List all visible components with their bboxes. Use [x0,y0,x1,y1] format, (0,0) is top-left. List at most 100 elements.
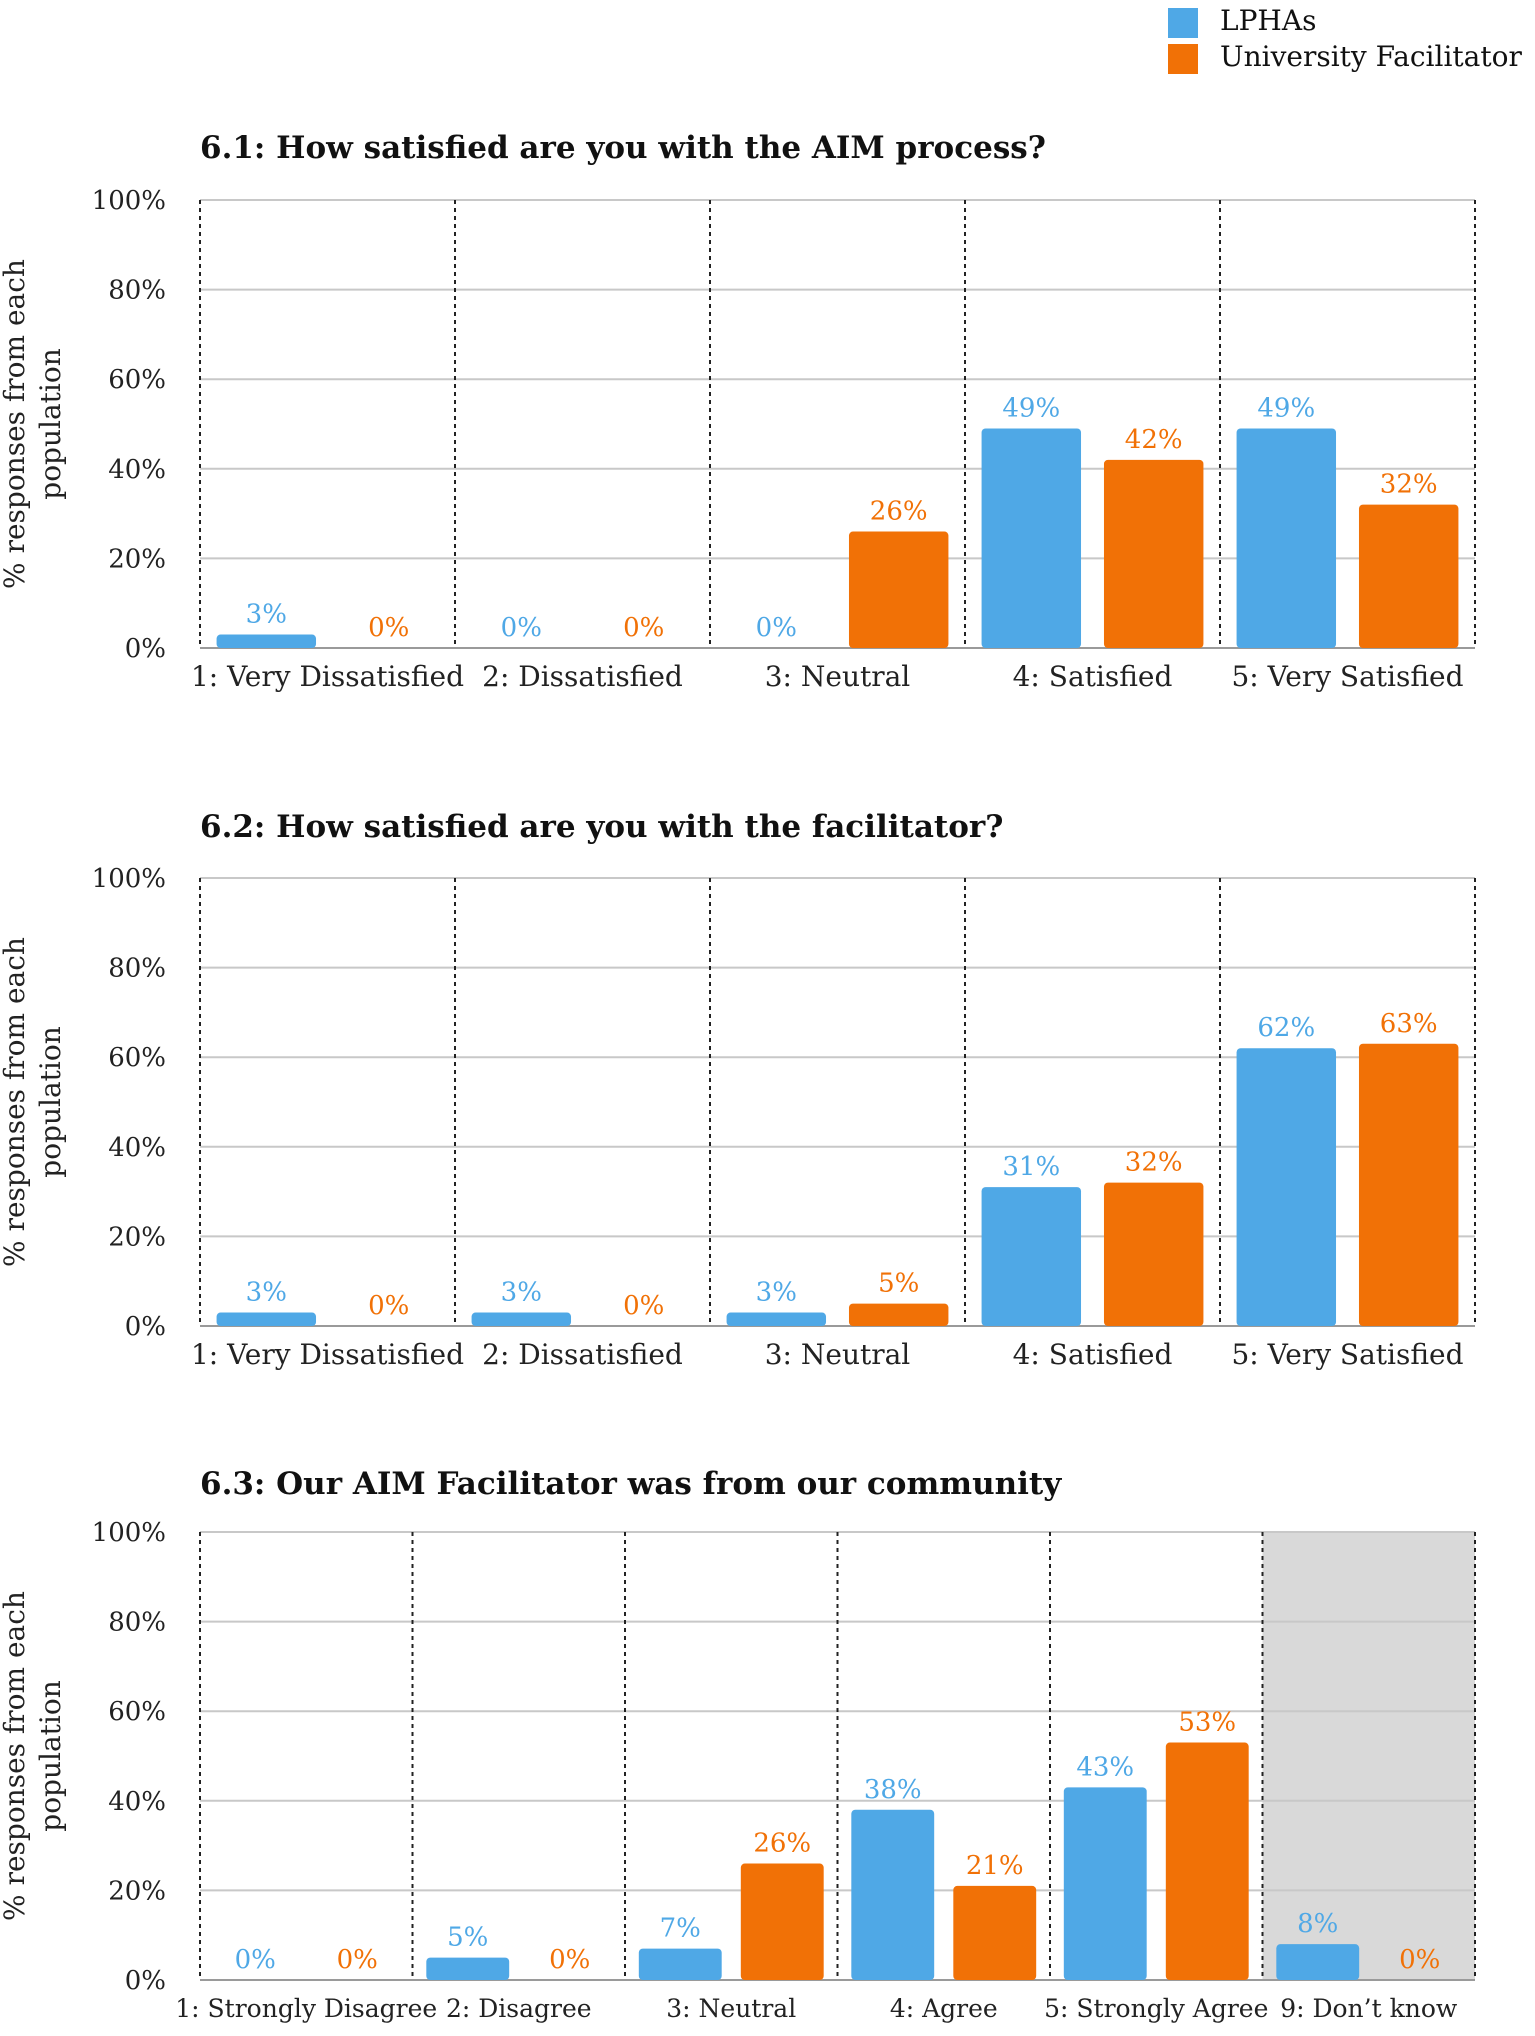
chart-1: 0% 20% 40% 60% 80% 100% 6.1: How satisfied are… [0,130,1476,693]
bar-lphas [216,634,317,648]
bar-lphas [1276,1944,1360,1980]
data-label-lphas: 0% [501,613,542,643]
y-tick-label: 80% [108,954,166,984]
y-axis-label-line: % responses from each [0,1591,31,1921]
y-tick-label: 60% [108,1043,166,1073]
data-label-facilitator: 0% [549,1945,590,1975]
data-label-facilitator: 0% [337,1945,378,1975]
bar-lphas [726,1312,827,1326]
x-category-label: 5: Very Satisfied [1231,660,1463,693]
bar-facilitator [1358,1043,1459,1326]
data-label-lphas: 0% [756,613,797,643]
bar-lphas [1236,428,1337,648]
x-category-label: 4: Satisfied [1013,660,1173,693]
data-label-facilitator: 26% [870,497,928,527]
data-label-lphas: 8% [1297,1909,1338,1939]
data-label-facilitator: 0% [368,1291,409,1321]
bar-facilitator [1165,1742,1249,1980]
y-tick-label: 40% [108,455,166,485]
y-tick-label: 100% [92,864,166,894]
bar-lphas [216,1312,317,1326]
data-label-lphas: 0% [235,1945,276,1975]
y-tick-label: 80% [108,276,166,306]
x-category-label: 9: Don’t know [1280,1994,1458,2023]
bar-facilitator [1103,1182,1204,1326]
y-tick-label: 20% [108,1876,166,1906]
data-label-lphas: 7% [660,1914,701,1944]
bar-lphas [851,1809,935,1980]
y-tick-label: 20% [108,544,166,574]
data-label-facilitator: 0% [623,1291,664,1321]
x-category-label: 2: Dissatisfied [482,660,683,693]
y-tick-label: 20% [108,1222,166,1252]
bar-lphas [471,1312,572,1326]
x-category-label: 3: Neutral [765,1338,911,1371]
legend-label-university-facilitator: University Facilitator [1220,40,1522,73]
bar-facilitator [1358,504,1459,648]
data-label-lphas: 3% [501,1278,542,1308]
data-label-facilitator: 0% [623,613,664,643]
data-label-facilitator: 32% [1380,470,1438,500]
bar-lphas [1236,1048,1337,1326]
y-axis-label: % responses from each population [0,937,67,1267]
x-category-label: 4: Satisfied [1013,1338,1173,1371]
data-label-lphas: 38% [864,1775,922,1805]
legend-swatch-lphas [1168,8,1198,38]
x-category-label: 2: Disagree [446,1994,592,2023]
y-tick-label: 40% [108,1787,166,1817]
bar-lphas [981,428,1082,648]
data-label-facilitator: 21% [966,1851,1024,1881]
data-label-facilitator: 42% [1125,425,1183,455]
data-label-lphas: 3% [246,1278,287,1308]
data-label-facilitator: 0% [1399,1945,1440,1975]
chart-2: 0% 20% 40% 60% 80% 100% 6.2: How satisfied are… [0,809,1476,1371]
x-category-label: 5: Very Satisfied [1231,1338,1463,1371]
x-category-label: 1: Strongly Disagree [175,1994,437,2023]
x-category-label: 1: Very Dissatisfied [191,1338,464,1371]
bar-lphas [1063,1787,1147,1980]
data-label-lphas: 3% [246,600,287,630]
y-axis-label-line: population [34,1680,67,1831]
x-category-label: 1: Very Dissatisfied [191,660,464,693]
x-category-label: 3: Neutral [666,1994,796,2023]
bar-lphas [981,1187,1082,1326]
data-label-facilitator: 0% [368,613,409,643]
data-label-facilitator: 53% [1178,1708,1236,1738]
x-category-label: 3: Neutral [765,660,911,693]
bar-facilitator [740,1863,824,1980]
y-axis-label-line: population [34,1026,67,1177]
y-tick-label: 100% [92,1518,166,1548]
y-axis-label-line: population [34,348,67,499]
y-axis-label-line: % responses from each [0,259,31,589]
y-tick-label: 40% [108,1133,166,1163]
chart-3: 0% 20% 40% 60% 80% 100% 6.3: Our AIM Facilitat… [0,1466,1476,2023]
data-label-facilitator: 63% [1380,1009,1438,1039]
x-category-label: 2: Dissatisfied [482,1338,683,1371]
data-label-lphas: 49% [1257,393,1315,423]
legend-label-lphas: LPHAs [1220,4,1317,37]
chart-title: 6.3: Our AIM Facilitator was from our co… [200,1466,1062,1502]
data-label-lphas: 43% [1076,1752,1134,1782]
data-label-facilitator: 5% [878,1269,919,1299]
shaded-region [1262,1532,1475,1980]
data-label-lphas: 3% [756,1278,797,1308]
y-axis-label: % responses from each population [0,1591,67,1921]
y-tick-label: 0% [125,1312,166,1342]
bar-lphas [638,1948,722,1980]
y-tick-label: 60% [108,1697,166,1727]
bar-facilitator [1103,459,1204,648]
data-label-lphas: 62% [1257,1013,1315,1043]
bar-facilitator [848,1303,949,1326]
x-category-label: 5: Strongly Agree [1044,1994,1268,2023]
bar-facilitator [848,531,949,648]
legend-swatch-university-facilitator [1168,44,1198,74]
bar-facilitator [953,1885,1037,1980]
y-tick-label: 100% [92,186,166,216]
data-label-facilitator: 26% [753,1829,811,1859]
chart-title: 6.1: How satisfied are you with the AIM … [200,130,1046,166]
bar-lphas [426,1957,510,1980]
data-label-lphas: 5% [447,1923,488,1953]
y-axis-label: % responses from each population [0,259,67,589]
y-tick-label: 80% [108,1608,166,1638]
